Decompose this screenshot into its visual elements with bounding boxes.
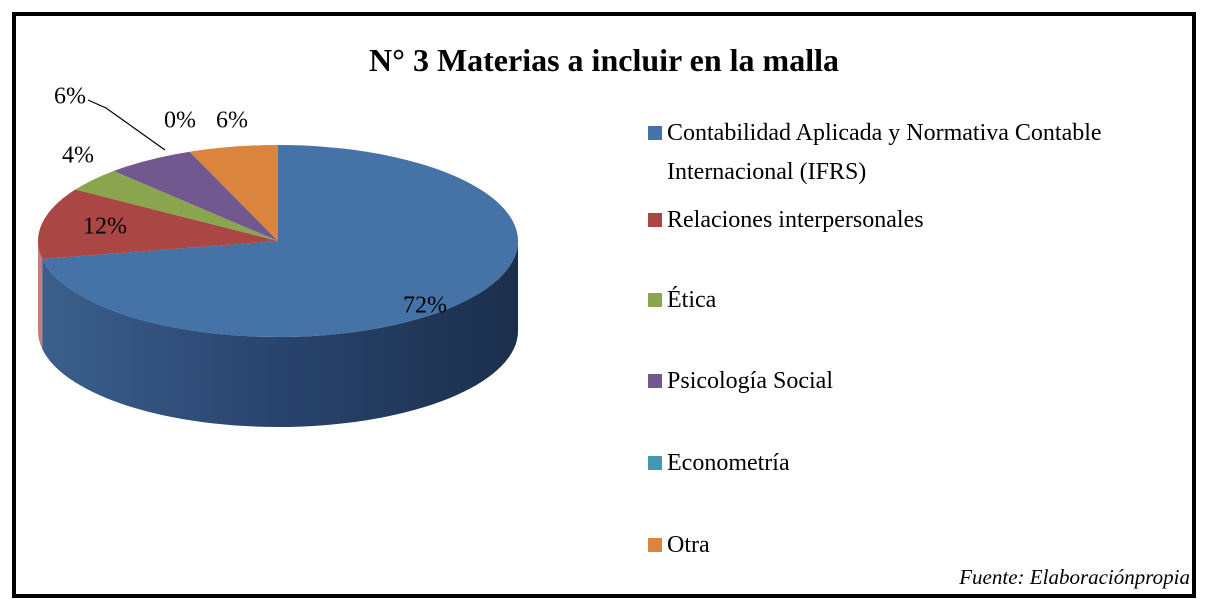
pie-slice xyxy=(113,151,278,241)
legend-swatch xyxy=(648,374,662,388)
data-label: 6% xyxy=(54,84,86,110)
legend-item: Contabilidad Aplicada y Normativa Contab… xyxy=(648,114,1168,192)
pie-slice xyxy=(37,189,279,259)
legend-label: Otra xyxy=(667,532,710,558)
frame xyxy=(12,12,1196,598)
data-label: 4% xyxy=(62,143,94,169)
data-label: 72% xyxy=(403,293,447,319)
data-label: 0% xyxy=(164,108,196,134)
data-label: 6% xyxy=(216,108,248,134)
legend-swatch xyxy=(648,538,662,552)
source-note: Fuente: Elaboraciónpropia xyxy=(959,565,1190,589)
pie-slice xyxy=(189,145,278,241)
chart-title: N° 3 Materias a incluir en la malla xyxy=(369,42,839,78)
pie-side xyxy=(38,241,43,349)
legend-label: Contabilidad Aplicada y Normativa Contab… xyxy=(667,120,1102,185)
pie-side xyxy=(42,241,518,428)
legend-swatch xyxy=(648,293,662,307)
legend-label: Ética xyxy=(667,287,717,313)
legend-swatch xyxy=(648,456,662,470)
legend-item: Ética xyxy=(648,281,1168,320)
data-label: 12% xyxy=(83,214,127,240)
legend-label: Econometría xyxy=(667,450,790,476)
legend-label: Relaciones interpersonales xyxy=(667,207,924,233)
pie-slice xyxy=(42,145,518,337)
legend-swatch xyxy=(648,213,662,227)
leader-line xyxy=(87,99,166,151)
pie-slice xyxy=(75,171,278,241)
legend-item: Psicología Social xyxy=(648,362,1168,401)
legend-item: Otra xyxy=(648,526,1168,565)
legend-swatch xyxy=(648,126,662,140)
legend-label: Psicología Social xyxy=(667,368,833,394)
legend-item: Econometría xyxy=(648,444,1168,483)
legend-item: Relaciones interpersonales xyxy=(648,201,1168,240)
